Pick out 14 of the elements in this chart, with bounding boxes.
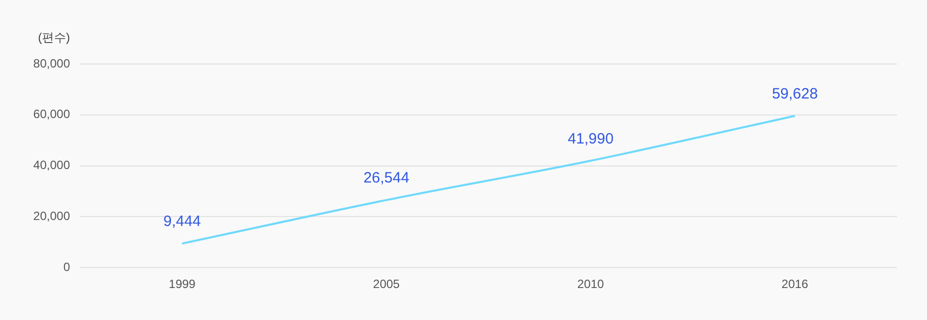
y-tick-label: 40,000 (33, 158, 70, 172)
text: 9,444 (163, 213, 201, 230)
x-tick-label: 2005 (373, 277, 400, 292)
x-tick-label: 2010 (577, 277, 604, 292)
y-axis-title: (편수) (38, 30, 70, 44)
y-tick-label: 80,000 (33, 56, 70, 70)
text: 26,544 (363, 170, 410, 187)
text: 41,990 (568, 130, 614, 148)
x-tick-label: 2016 (782, 277, 809, 292)
x-tick-label: 1999 (168, 277, 196, 292)
y-tick-label: 20,000 (33, 209, 70, 224)
y-tick-label: 60,000 (33, 107, 70, 122)
text: 59,628 (772, 85, 818, 102)
y-tick-label: 0 (63, 260, 70, 274)
